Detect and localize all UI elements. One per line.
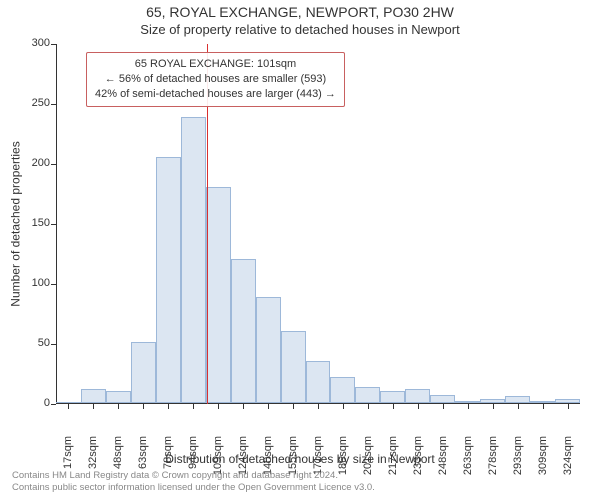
x-tick <box>243 404 244 409</box>
y-tick-label: 0 <box>22 397 50 409</box>
bar <box>405 389 430 403</box>
x-tick <box>468 404 469 409</box>
x-tick <box>68 404 69 409</box>
bar <box>106 391 131 403</box>
bar <box>530 401 555 403</box>
attribution: Contains HM Land Registry data © Crown c… <box>12 470 375 494</box>
x-tick <box>393 404 394 409</box>
bar <box>555 399 580 403</box>
y-tick-label: 150 <box>22 217 50 229</box>
y-tick <box>51 164 56 165</box>
annotation-line3: 42% of semi-detached houses are larger (… <box>95 87 336 102</box>
bar <box>306 361 331 403</box>
y-tick-label: 50 <box>22 337 50 349</box>
x-tick <box>268 404 269 409</box>
title-main: 65, ROYAL EXCHANGE, NEWPORT, PO30 2HW <box>0 4 600 20</box>
y-tick <box>51 224 56 225</box>
x-tick <box>193 404 194 409</box>
figure-root: 65, ROYAL EXCHANGE, NEWPORT, PO30 2HW Si… <box>0 0 600 500</box>
y-tick <box>51 104 56 105</box>
y-tick-label: 100 <box>22 277 50 289</box>
bar <box>330 377 355 403</box>
y-tick-label: 200 <box>22 157 50 169</box>
bar <box>480 399 505 403</box>
y-axis-label: Number of detached properties <box>9 141 23 306</box>
attribution-line1: Contains HM Land Registry data © Crown c… <box>12 470 375 482</box>
bar <box>455 401 480 403</box>
x-tick <box>143 404 144 409</box>
bar <box>256 297 281 403</box>
x-tick <box>568 404 569 409</box>
plot-area: 65 ROYAL EXCHANGE: 101sqm ← 56% of detac… <box>56 44 580 404</box>
bar <box>380 391 405 403</box>
annotation-line2: ← 56% of detached houses are smaller (59… <box>95 72 336 87</box>
x-tick <box>293 404 294 409</box>
x-tick <box>118 404 119 409</box>
bar <box>156 157 181 403</box>
x-tick <box>443 404 444 409</box>
y-axis-line <box>56 44 57 404</box>
annotation-line1: 65 ROYAL EXCHANGE: 101sqm <box>95 57 336 72</box>
x-tick <box>543 404 544 409</box>
bar <box>206 187 231 403</box>
bar <box>56 402 81 403</box>
y-tick <box>51 44 56 45</box>
x-tick <box>493 404 494 409</box>
x-tick <box>318 404 319 409</box>
x-axis-label: Distribution of detached houses by size … <box>0 452 600 466</box>
x-tick <box>368 404 369 409</box>
bar <box>231 259 256 403</box>
y-tick <box>51 284 56 285</box>
x-tick <box>418 404 419 409</box>
y-tick <box>51 404 56 405</box>
y-tick-label: 250 <box>22 97 50 109</box>
bar <box>81 389 106 403</box>
x-tick <box>518 404 519 409</box>
title-sub: Size of property relative to detached ho… <box>0 22 600 37</box>
attribution-line2: Contains public sector information licen… <box>12 482 375 494</box>
bar <box>281 331 306 403</box>
y-tick <box>51 344 56 345</box>
x-tick <box>343 404 344 409</box>
x-tick <box>218 404 219 409</box>
bar <box>355 387 380 403</box>
x-tick <box>168 404 169 409</box>
bar <box>430 395 455 403</box>
y-tick-label: 300 <box>22 37 50 49</box>
bar <box>131 342 156 403</box>
bar <box>505 396 530 403</box>
annotation-box: 65 ROYAL EXCHANGE: 101sqm ← 56% of detac… <box>86 52 345 107</box>
x-tick <box>93 404 94 409</box>
bar <box>181 117 206 403</box>
